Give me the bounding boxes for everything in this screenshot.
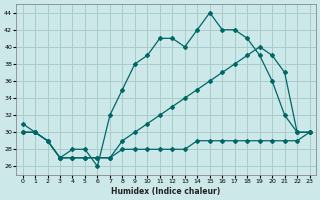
X-axis label: Humidex (Indice chaleur): Humidex (Indice chaleur) [111,187,221,196]
